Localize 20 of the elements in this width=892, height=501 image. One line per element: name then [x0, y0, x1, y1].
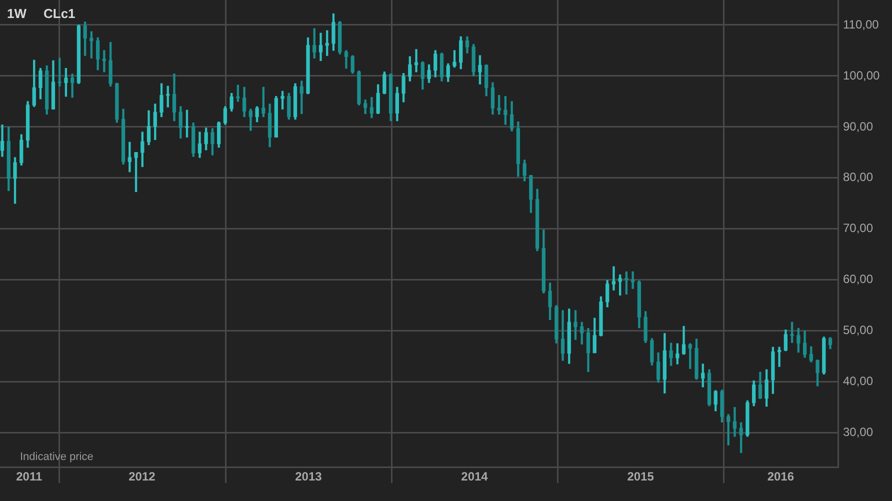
y-tick-label: 90,00: [843, 119, 874, 134]
text: CLc1: [44, 6, 76, 21]
x-tick-label: 2011: [16, 470, 42, 484]
y-tick-label: 60,00: [843, 272, 874, 286]
candlestick: [612, 266, 616, 290]
y-tick-label: 80,00: [843, 170, 874, 184]
annotation: Indicative price: [20, 451, 94, 463]
x-tick-label: 2012: [128, 470, 156, 484]
x-tick-label: 2014: [461, 470, 488, 484]
y-tick-label: 30,00: [843, 425, 874, 440]
y-tick-label: 110,00: [843, 17, 880, 32]
candlestick: [630, 271, 635, 289]
y-tick-label: 70,00: [843, 221, 874, 236]
x-tick-label: 2013: [295, 470, 322, 484]
y-tick-label: 40,00: [843, 374, 874, 388]
x-tick-label: 2016: [767, 470, 794, 484]
text: 1W: [7, 6, 26, 21]
y-tick-label: 50,00: [843, 323, 874, 338]
y-tick-label: 100,00: [843, 68, 880, 82]
x-tick-label: 2015: [627, 470, 654, 484]
